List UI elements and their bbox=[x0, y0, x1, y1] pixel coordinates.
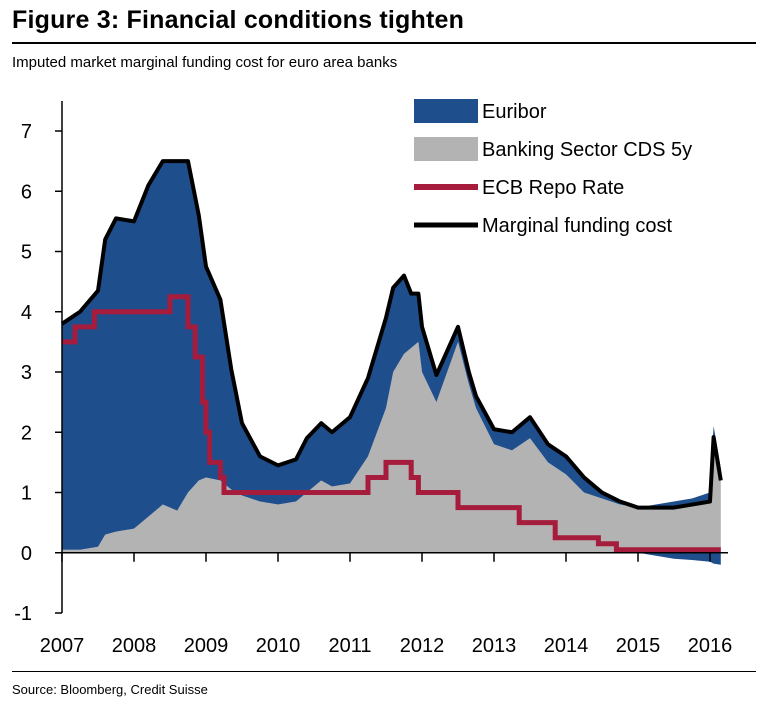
legend-swatch-euribor bbox=[414, 99, 478, 123]
euribor-negative-area bbox=[638, 552, 721, 565]
x-tick-label: 2009 bbox=[184, 635, 229, 657]
x-tick-label: 2015 bbox=[616, 635, 661, 657]
legend-swatch-cds bbox=[414, 137, 478, 161]
y-tick-label: 5 bbox=[21, 242, 32, 264]
legend-label-repo: ECB Repo Rate bbox=[482, 177, 624, 199]
x-tick-label: 2013 bbox=[472, 635, 517, 657]
source-rule bbox=[12, 671, 756, 672]
marginal-funding-line bbox=[60, 159, 723, 510]
y-tick-label: -1 bbox=[14, 603, 32, 625]
legend-label-cds: Banking Sector CDS 5y bbox=[482, 139, 692, 161]
y-tick-label: 4 bbox=[21, 302, 32, 324]
x-tick-label: 2010 bbox=[256, 635, 301, 657]
line-series-layer bbox=[60, 159, 723, 553]
figure-source: Source: Bloomberg, Credit Suisse bbox=[12, 682, 208, 697]
title-rule bbox=[12, 42, 756, 44]
figure-title: Figure 3: Financial conditions tighten bbox=[12, 6, 465, 34]
cds-area bbox=[62, 341, 721, 553]
x-tick-label: 2014 bbox=[544, 635, 589, 657]
x-tick-label: 2011 bbox=[328, 635, 371, 657]
y-tick-label: 3 bbox=[21, 362, 32, 384]
y-tick-label: 6 bbox=[21, 181, 32, 203]
legend-label-euribor: Euribor bbox=[482, 101, 547, 123]
x-tick-label: 2007 bbox=[40, 635, 85, 657]
legend-label-marginal: Marginal funding cost bbox=[482, 215, 673, 237]
y-tick-label: 2 bbox=[21, 422, 32, 444]
x-tick-label: 2012 bbox=[400, 635, 445, 657]
y-tick-label: 0 bbox=[21, 543, 32, 565]
area-series-layer bbox=[62, 161, 721, 565]
y-tick-label: 7 bbox=[21, 121, 32, 143]
legend: Euribor Banking Sector CDS 5y ECB Repo Rat… bbox=[414, 99, 692, 237]
repo-rate-line bbox=[62, 294, 721, 553]
x-tick-label: 2008 bbox=[112, 635, 157, 657]
figure-subtitle: Imputed market marginal funding cost for… bbox=[12, 54, 398, 71]
x-tick-label: 2016 bbox=[688, 635, 733, 657]
y-tick-label: 1 bbox=[21, 483, 32, 505]
euribor-area bbox=[62, 161, 721, 550]
axes-layer: -1 0 1 2 3 4 5 6 7 2007 2008 2009 2010 2011 2012 2013 20… bbox=[14, 101, 732, 657]
